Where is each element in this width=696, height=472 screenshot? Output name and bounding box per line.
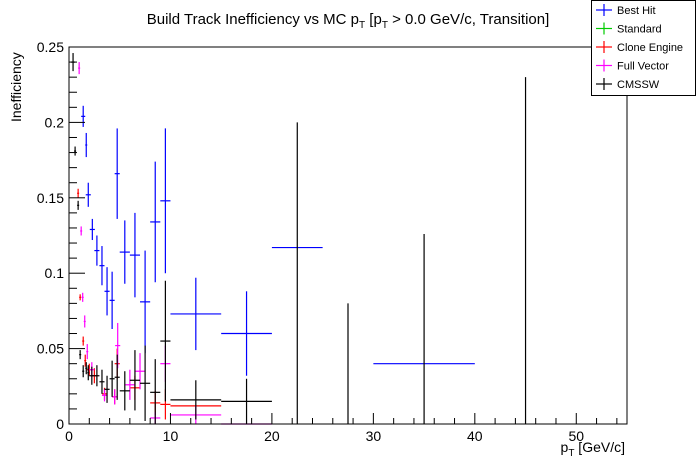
data-point [150, 359, 161, 424]
x-tick-label: 10 [163, 428, 179, 444]
data-point [221, 291, 272, 376]
data-point [140, 250, 151, 354]
data-point [170, 277, 222, 351]
y-tick-label: 0.05 [37, 341, 64, 357]
x-tick-label: 50 [568, 428, 584, 444]
data-point [134, 353, 146, 390]
x-tick-label: 30 [366, 428, 382, 444]
y-tick-label: 0.15 [37, 190, 64, 206]
x-tick-label: 0 [65, 428, 73, 444]
data-point [94, 235, 100, 266]
data-point [221, 378, 272, 424]
legend-label: Standard [617, 24, 662, 36]
data-marks [71, 53, 527, 425]
legend-label: Full Vector [617, 61, 669, 73]
data-point [82, 365, 85, 378]
data-point [129, 212, 141, 298]
data-point [79, 350, 82, 360]
legend-item: CMSSW [596, 78, 660, 91]
y-tick-label: 0.2 [45, 114, 65, 130]
data-point [104, 375, 110, 403]
data-point [112, 389, 118, 405]
legend-label: CMSSW [617, 79, 660, 91]
data-point [85, 182, 91, 207]
data-point [119, 371, 130, 411]
data-point [99, 246, 105, 286]
x-tick-label: 20 [264, 428, 280, 444]
data-point [170, 380, 222, 420]
series-full-vector [78, 62, 272, 425]
data-point [94, 365, 100, 387]
x-tick-label: 40 [467, 428, 483, 444]
data-point [85, 132, 88, 158]
data-point [160, 280, 171, 402]
y-tick-label: 0.25 [37, 39, 64, 55]
data-point [80, 226, 83, 236]
data-point [77, 200, 80, 210]
axes: 0 10 20 30 40 50 0 0.05 0.1 0.15 0.2 0.25 [37, 39, 618, 444]
series-cmssw [71, 53, 527, 424]
legend-label: Clone Engine [617, 42, 683, 54]
data-point [104, 267, 110, 316]
data-point [109, 360, 115, 397]
data-point [89, 366, 95, 385]
data-point [101, 389, 108, 402]
y-axis-label: Inefficiency [8, 52, 24, 122]
data-point [119, 220, 130, 284]
data-point [99, 369, 105, 394]
data-point [140, 345, 151, 421]
y-tick-label: 0 [56, 416, 64, 432]
y-tick-label: 0.1 [45, 265, 65, 281]
legend-item: Best Hit [596, 4, 656, 17]
plot-frame [68, 46, 628, 425]
data-point [78, 62, 81, 75]
data-point [114, 128, 120, 219]
data-point [114, 354, 120, 400]
data-point [81, 105, 86, 127]
legend-item: Standard [596, 22, 662, 36]
data-point [87, 365, 90, 381]
data-point [81, 292, 84, 302]
data-point [124, 369, 135, 400]
data-point [86, 344, 89, 360]
chart-title: Build Track Inefficiency vs MC pT [pT > … [147, 11, 550, 31]
data-point [79, 294, 82, 301]
data-point [109, 271, 115, 329]
legend-label: Best Hit [617, 5, 656, 17]
data-point [129, 350, 141, 411]
legend: Best Hit Standard Clone Engine Full Vector C… [591, 0, 696, 96]
x-axis-label: pT [GeV/c] [561, 439, 625, 459]
data-point [83, 315, 86, 328]
data-point [160, 128, 171, 274]
legend-item: Clone Engine [596, 41, 683, 54]
data-point [77, 188, 80, 198]
data-point [150, 161, 161, 283]
data-point [74, 146, 77, 156]
data-point [82, 336, 85, 346]
legend-item: Full Vector [596, 59, 669, 73]
series-best-hit [81, 105, 475, 376]
series-clone-engine [77, 188, 222, 420]
data-point [85, 362, 88, 375]
data-point [84, 354, 87, 367]
data-point [89, 218, 95, 241]
